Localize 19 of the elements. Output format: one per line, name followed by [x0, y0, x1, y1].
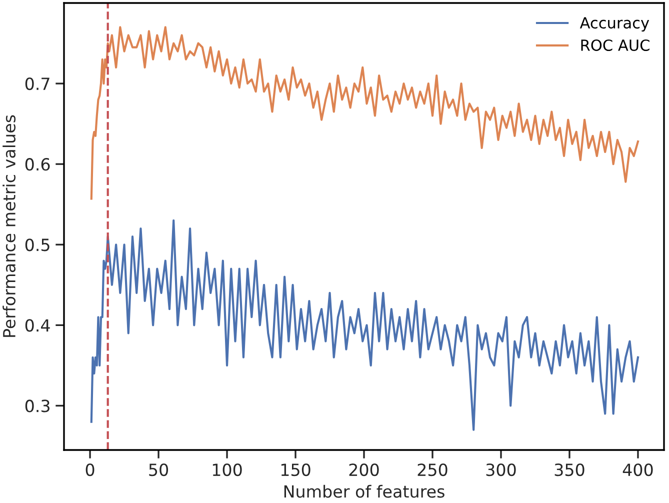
x-tick-label: 350	[554, 463, 584, 476]
x-tick-label: 400	[622, 463, 653, 476]
legend-label: ROC AUC	[581, 39, 650, 51]
x-axis-title: Number of features	[284, 484, 444, 498]
x-tick-label: 100	[212, 463, 242, 476]
x-tick-label: 300	[486, 463, 516, 476]
x-tick-label: 50	[149, 463, 168, 476]
x-tick-label: 200	[349, 463, 379, 476]
y-tick-label: 0.5	[25, 238, 50, 252]
x-tick-label: 0	[86, 463, 94, 476]
y-axis-title: Performance metric values	[2, 115, 16, 337]
x-tick-label: 150	[281, 463, 310, 476]
line-series	[90, 219, 640, 431]
y-tick-label: 0.3	[25, 400, 50, 412]
y-tick-label: 0.7	[25, 78, 50, 90]
y-tick-label: 0.6	[25, 158, 50, 171]
y-tick-label: 0.4	[25, 319, 50, 332]
x-tick-label: 250	[418, 463, 448, 476]
legend-label: Accuracy	[580, 17, 650, 32]
